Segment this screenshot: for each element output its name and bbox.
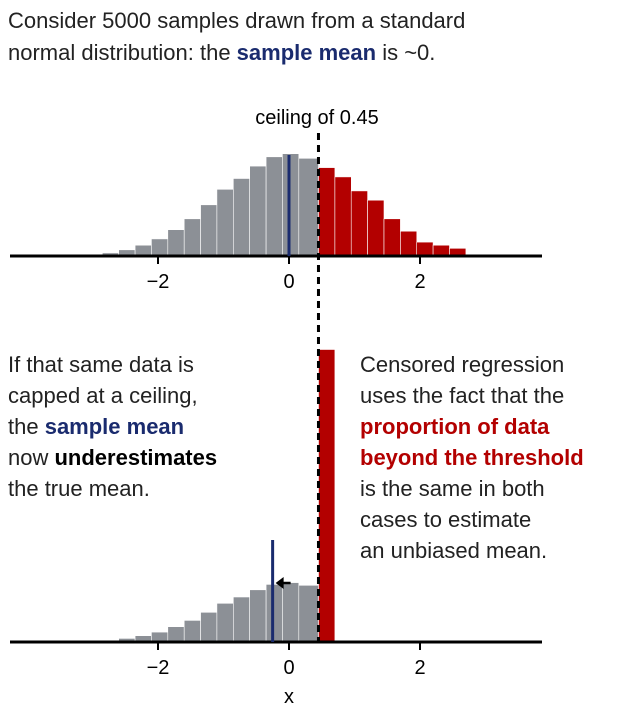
intro-line-2: normal distribution: the sample mean is … [8,40,435,65]
histogram-bar [383,218,401,257]
ceiling-label: ceiling of 0.45 [255,107,378,129]
histogram-bar [167,229,185,257]
histogram-bar [183,620,201,643]
x-tick-label: −2 [147,271,170,293]
histogram-bar [298,584,319,643]
right-note-line-7: an unbiased mean. [360,538,547,563]
x-tick-label: −2 [147,657,170,679]
histogram-bar [282,153,300,257]
right-note-line-5: is the same in both [360,476,545,501]
histogram-bar [265,156,283,257]
histogram-bar [265,584,283,643]
histogram-bar [334,176,352,257]
histogram-bar [216,602,234,643]
histogram-bar [350,190,368,257]
histogram-bar [167,626,185,643]
intro-line-1: Consider 5000 samples drawn from a stand… [8,8,465,33]
histogram-bar [416,241,434,257]
x-tick-label: 0 [283,657,294,679]
x-axis-label: x [284,686,294,706]
intro-line-2-c: is ~0. [376,40,435,65]
x-tick-label: 2 [414,271,425,293]
left-note-line-3: the sample mean [8,414,184,439]
histogram-bar [249,589,267,643]
mean-shift-arrowhead [275,577,284,589]
right-note-line-3: proportion of data [360,414,550,439]
left-note-line-1: If that same data is [8,352,194,377]
histogram-bar [233,596,251,643]
right-note-line-4: beyond the threshold [360,445,584,470]
histogram-bar [200,611,218,643]
histogram-bar [282,582,300,643]
right-note-line-1: Censored regression [360,352,564,377]
histogram-bar [249,165,267,257]
bottom-histogram: −2 0 2 x [10,349,542,706]
right-note-line-6: cases to estimate [360,507,531,532]
left-note-line-4: now underestimates [8,445,217,470]
right-note-line-2: uses the fact that the [360,383,564,408]
right-note: Censored regression uses the fact that t… [360,352,584,563]
histogram-bar [400,230,418,257]
left-note-sample-mean: sample mean [45,414,184,439]
left-note: If that same data is capped at a ceiling… [8,352,217,501]
histogram-bar [183,218,201,257]
left-note-underestimates: underestimates [54,445,217,470]
histogram-bar [318,167,336,257]
histogram-bar [318,349,336,643]
histogram-bar [432,244,450,257]
histogram-bar [216,189,234,257]
x-tick-label: 2 [414,657,425,679]
top-histogram: −2 0 2 [10,153,542,293]
intro-text: Consider 5000 samples drawn from a stand… [8,8,465,65]
histogram-bar [367,199,385,257]
histogram-bar [233,178,251,257]
left-note-line-2: capped at a ceiling, [8,383,198,408]
histogram-bar [151,238,169,257]
left-note-line-5: the true mean. [8,476,150,501]
histogram-bar [134,244,152,257]
histogram-bar [200,204,218,257]
intro-line-2-a: normal distribution: the [8,40,237,65]
x-tick-label: 0 [283,271,294,293]
intro-sample-mean: sample mean [237,40,376,65]
histogram-bar [298,158,319,257]
